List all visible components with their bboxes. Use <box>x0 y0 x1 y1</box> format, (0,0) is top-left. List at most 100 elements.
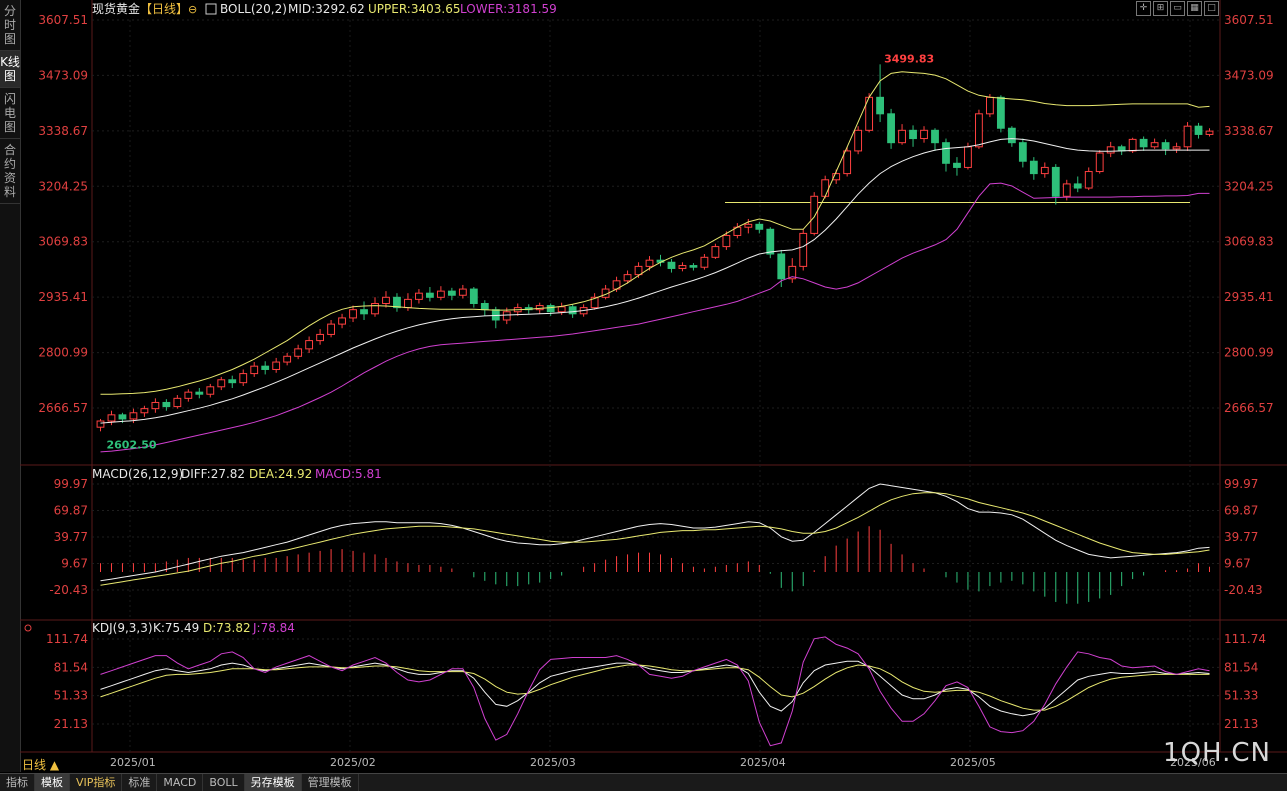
settings-icon: ⊖ <box>188 3 197 16</box>
candle <box>129 412 138 420</box>
chart-area[interactable]: 3607.51 3607.51 3473.09 3473.09 3338.67 3338.… <box>20 0 1287 772</box>
tab-standard[interactable]: 标准 <box>122 774 158 791</box>
candle <box>920 129 928 140</box>
candle <box>1029 160 1038 175</box>
candle <box>1205 130 1214 135</box>
macd-dea: DEA:24.92 <box>249 467 312 481</box>
tab-timeshare[interactable]: 分时图 <box>0 0 20 51</box>
macd-dea-line <box>100 492 1210 586</box>
square-icon[interactable]: □ <box>1204 1 1219 16</box>
expand-icon[interactable]: ⊞ <box>1153 1 1168 16</box>
tab-kline[interactable]: K线图 <box>0 51 20 88</box>
price-tick-right: 2800.99 <box>1224 346 1274 360</box>
kdj-k-line <box>100 660 1210 717</box>
kdj-tick-left: 111.74 <box>46 632 88 646</box>
crosshair-icon[interactable]: ✛ <box>1136 1 1151 16</box>
tab-save-template[interactable]: 另存模板 <box>244 774 302 791</box>
candle <box>107 414 116 422</box>
candle <box>283 355 292 363</box>
price-tick-right: 3607.51 <box>1224 13 1274 27</box>
candle <box>96 420 105 428</box>
date-tick: 2025/06 <box>1170 756 1216 769</box>
candle <box>1106 146 1115 154</box>
candle <box>678 265 687 269</box>
candle <box>568 306 577 315</box>
candle <box>689 265 698 268</box>
candle <box>546 305 555 313</box>
candle <box>338 317 346 325</box>
candle <box>305 340 314 350</box>
candle <box>382 296 390 304</box>
candle <box>184 391 193 399</box>
tab-boll[interactable]: BOLL <box>203 774 245 791</box>
kdj-k: K:75.49 <box>153 621 199 635</box>
boll-lower: LOWER:3181.59 <box>460 2 557 16</box>
candle <box>228 379 237 384</box>
tab-indicators[interactable]: 指标 <box>0 774 35 791</box>
macd-tick-left: 39.77 <box>54 530 88 544</box>
period-tag: 【日线】 <box>140 2 188 16</box>
kdj-tick-right: 51.33 <box>1224 689 1258 703</box>
low-annotation: 2602.50 <box>106 438 156 451</box>
tab-vip-indicators[interactable]: VIP指标 <box>70 774 123 791</box>
macd-tick-right: 39.77 <box>1224 530 1258 544</box>
candle <box>425 292 434 298</box>
price-tick-right: 3473.09 <box>1224 68 1274 82</box>
period-selector[interactable]: 日线 ▲ <box>22 758 60 772</box>
date-tick: 2025/02 <box>330 756 376 769</box>
tab-manage-template[interactable]: 管理模板 <box>302 774 359 791</box>
candle <box>810 195 819 234</box>
kdj-tick-right: 111.74 <box>1224 632 1266 646</box>
macd-tick-left: 69.87 <box>54 504 88 518</box>
candle <box>327 323 335 335</box>
kdj-tick-right: 21.13 <box>1224 717 1258 731</box>
candle <box>832 173 841 181</box>
candle <box>469 288 478 304</box>
candle <box>261 365 270 370</box>
boll-mid-line <box>100 138 1210 424</box>
macd-tick-right: 69.87 <box>1224 504 1258 518</box>
boll-upper-line <box>100 71 1210 395</box>
boll-label: BOLL(20,2) <box>220 2 287 16</box>
candle <box>1051 166 1060 197</box>
price-tick-left: 3473.09 <box>38 68 88 82</box>
candle <box>436 290 445 298</box>
candle <box>491 309 500 321</box>
window-icon[interactable]: ▭ <box>1170 1 1185 16</box>
date-tick: 2025/05 <box>950 756 996 769</box>
kdj-label: KDJ(9,3,3) <box>92 621 153 635</box>
candle <box>371 302 379 315</box>
candle <box>1128 138 1137 152</box>
candle <box>975 113 983 148</box>
kdj-j-line <box>100 636 1210 747</box>
price-tick-right: 2935.41 <box>1224 290 1274 304</box>
macd-diff-line <box>100 483 1210 582</box>
candle <box>1073 183 1082 189</box>
kdj-j: J:78.84 <box>252 621 295 635</box>
candle <box>1007 127 1016 144</box>
tab-contract-info[interactable]: 合约资料 <box>0 139 20 204</box>
grid-icon[interactable]: ▦ <box>1187 1 1202 16</box>
boll-mid: MID:3292.62 <box>288 2 365 16</box>
price-tick-left: 3069.83 <box>38 235 88 249</box>
candle <box>623 274 632 282</box>
chart-toolbar: ✛ ⊞ ▭ ▦ □ <box>1136 1 1219 16</box>
side-tab-bar: 分时图 K线图 闪电图 合约资料 <box>0 0 21 772</box>
candle <box>996 96 1005 129</box>
candle <box>1018 142 1027 162</box>
macd-tick-left: 9.67 <box>61 557 88 571</box>
high-annotation: 3499.83 <box>884 52 934 65</box>
tab-macd[interactable]: MACD <box>157 774 204 791</box>
kdj-d-line <box>100 664 1210 711</box>
price-tick-left: 3204.25 <box>38 179 88 193</box>
instrument-name: 现货黄金 <box>92 1 140 16</box>
candle <box>887 113 895 144</box>
candle <box>316 333 325 342</box>
price-tick-right: 3204.25 <box>1224 179 1274 193</box>
candle <box>898 129 906 144</box>
candle <box>162 401 171 408</box>
tab-template[interactable]: 模板 <box>35 774 70 791</box>
tab-flash[interactable]: 闪电图 <box>0 88 20 139</box>
candle <box>821 179 830 197</box>
macd-tick-right: 99.97 <box>1224 477 1258 491</box>
